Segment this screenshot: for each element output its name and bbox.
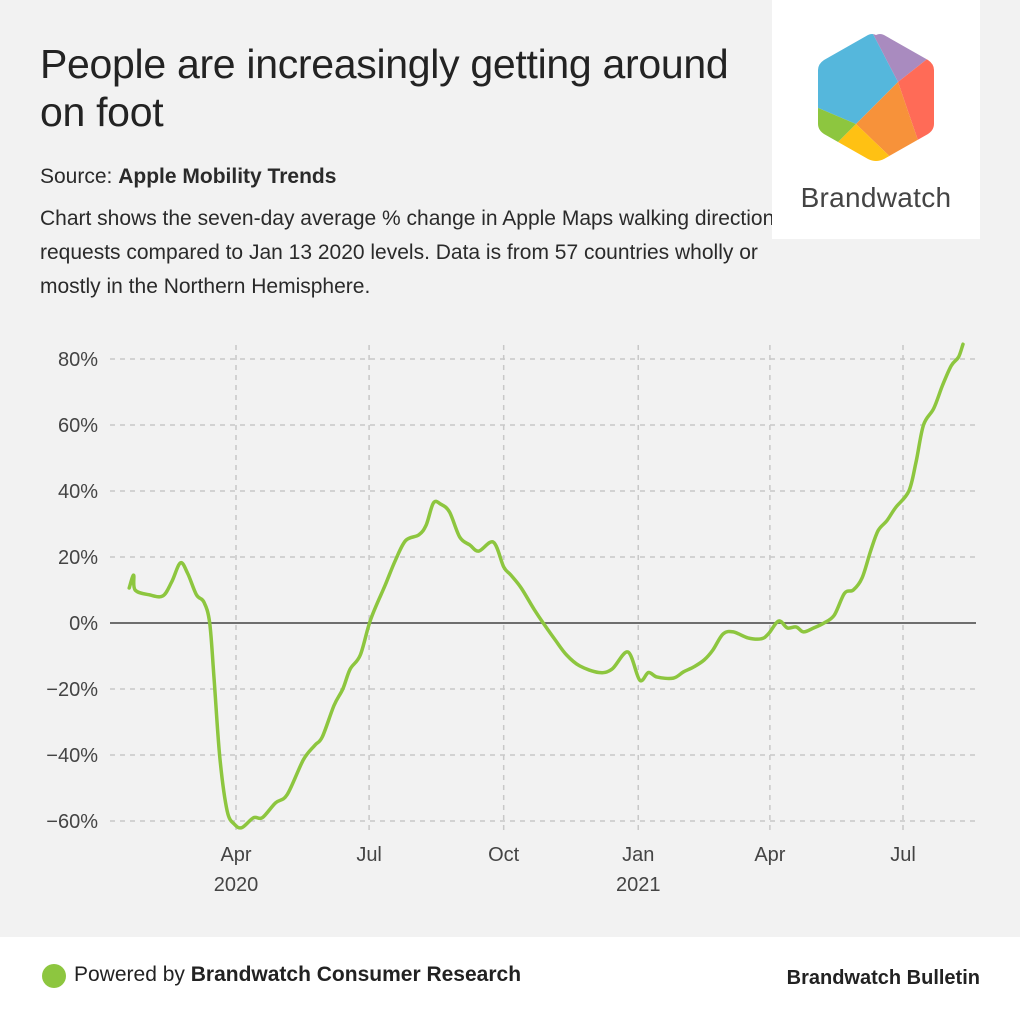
footer: Powered by Brandwatch Consumer Research …: [0, 937, 1020, 1020]
brand-dot-icon: [42, 964, 66, 988]
logo-segment-red: [898, 52, 934, 161]
x-tick-label: Jul: [356, 844, 382, 866]
page-title: People are increasingly getting around o…: [40, 41, 729, 135]
y-tick-label: −40%: [46, 745, 98, 767]
y-tick-label: 0%: [69, 613, 98, 635]
y-tick-label: 20%: [58, 547, 98, 569]
x-tick-label: Jul: [890, 844, 916, 866]
x-tick-label: Oct: [488, 844, 520, 866]
chart-description: Chart shows the seven-day average % chan…: [40, 207, 775, 298]
powered-prefix: Powered by: [74, 963, 185, 986]
powered-by: Powered by Brandwatch Consumer Research: [74, 963, 521, 987]
logo-segment-blue: [818, 34, 898, 124]
grid-layer: [110, 345, 976, 833]
x-tick-label: Jan: [622, 844, 654, 866]
brandwatch-logo: Brandwatch: [772, 0, 980, 239]
x-tick-label: Apr: [220, 844, 251, 866]
y-tick-label: 40%: [58, 481, 98, 503]
y-tick-label: 60%: [58, 415, 98, 437]
axis-layer: 80% 60% 40% 20% 0% −20% −40% −60% Apr 2020 Jul Oct J…: [46, 349, 976, 896]
line-chart: 80% 60% 40% 20% 0% −20% −40% −60% Apr 2020 Jul Oct J…: [46, 342, 976, 896]
bulletin-label: Brandwatch Bulletin: [786, 967, 980, 989]
brandwatch-hexagon-icon: [818, 34, 934, 161]
source-prefix: Source:: [40, 165, 113, 188]
x-tick-year-label: 2021: [616, 874, 661, 896]
logo-wordmark: Brandwatch: [800, 182, 952, 213]
powered-name: Brandwatch Consumer Research: [190, 963, 522, 986]
source-name: Apple Mobility Trends: [118, 165, 337, 188]
source-line: Source: Apple Mobility Trends: [40, 165, 336, 189]
y-tick-label: 80%: [58, 349, 98, 371]
x-tick-year-label: 2020: [214, 874, 259, 896]
x-tick-label: Apr: [754, 844, 785, 866]
y-tick-label: −60%: [46, 811, 98, 833]
y-tick-label: −20%: [46, 679, 98, 701]
series-layer: [127, 342, 965, 830]
series-line: [127, 342, 965, 830]
